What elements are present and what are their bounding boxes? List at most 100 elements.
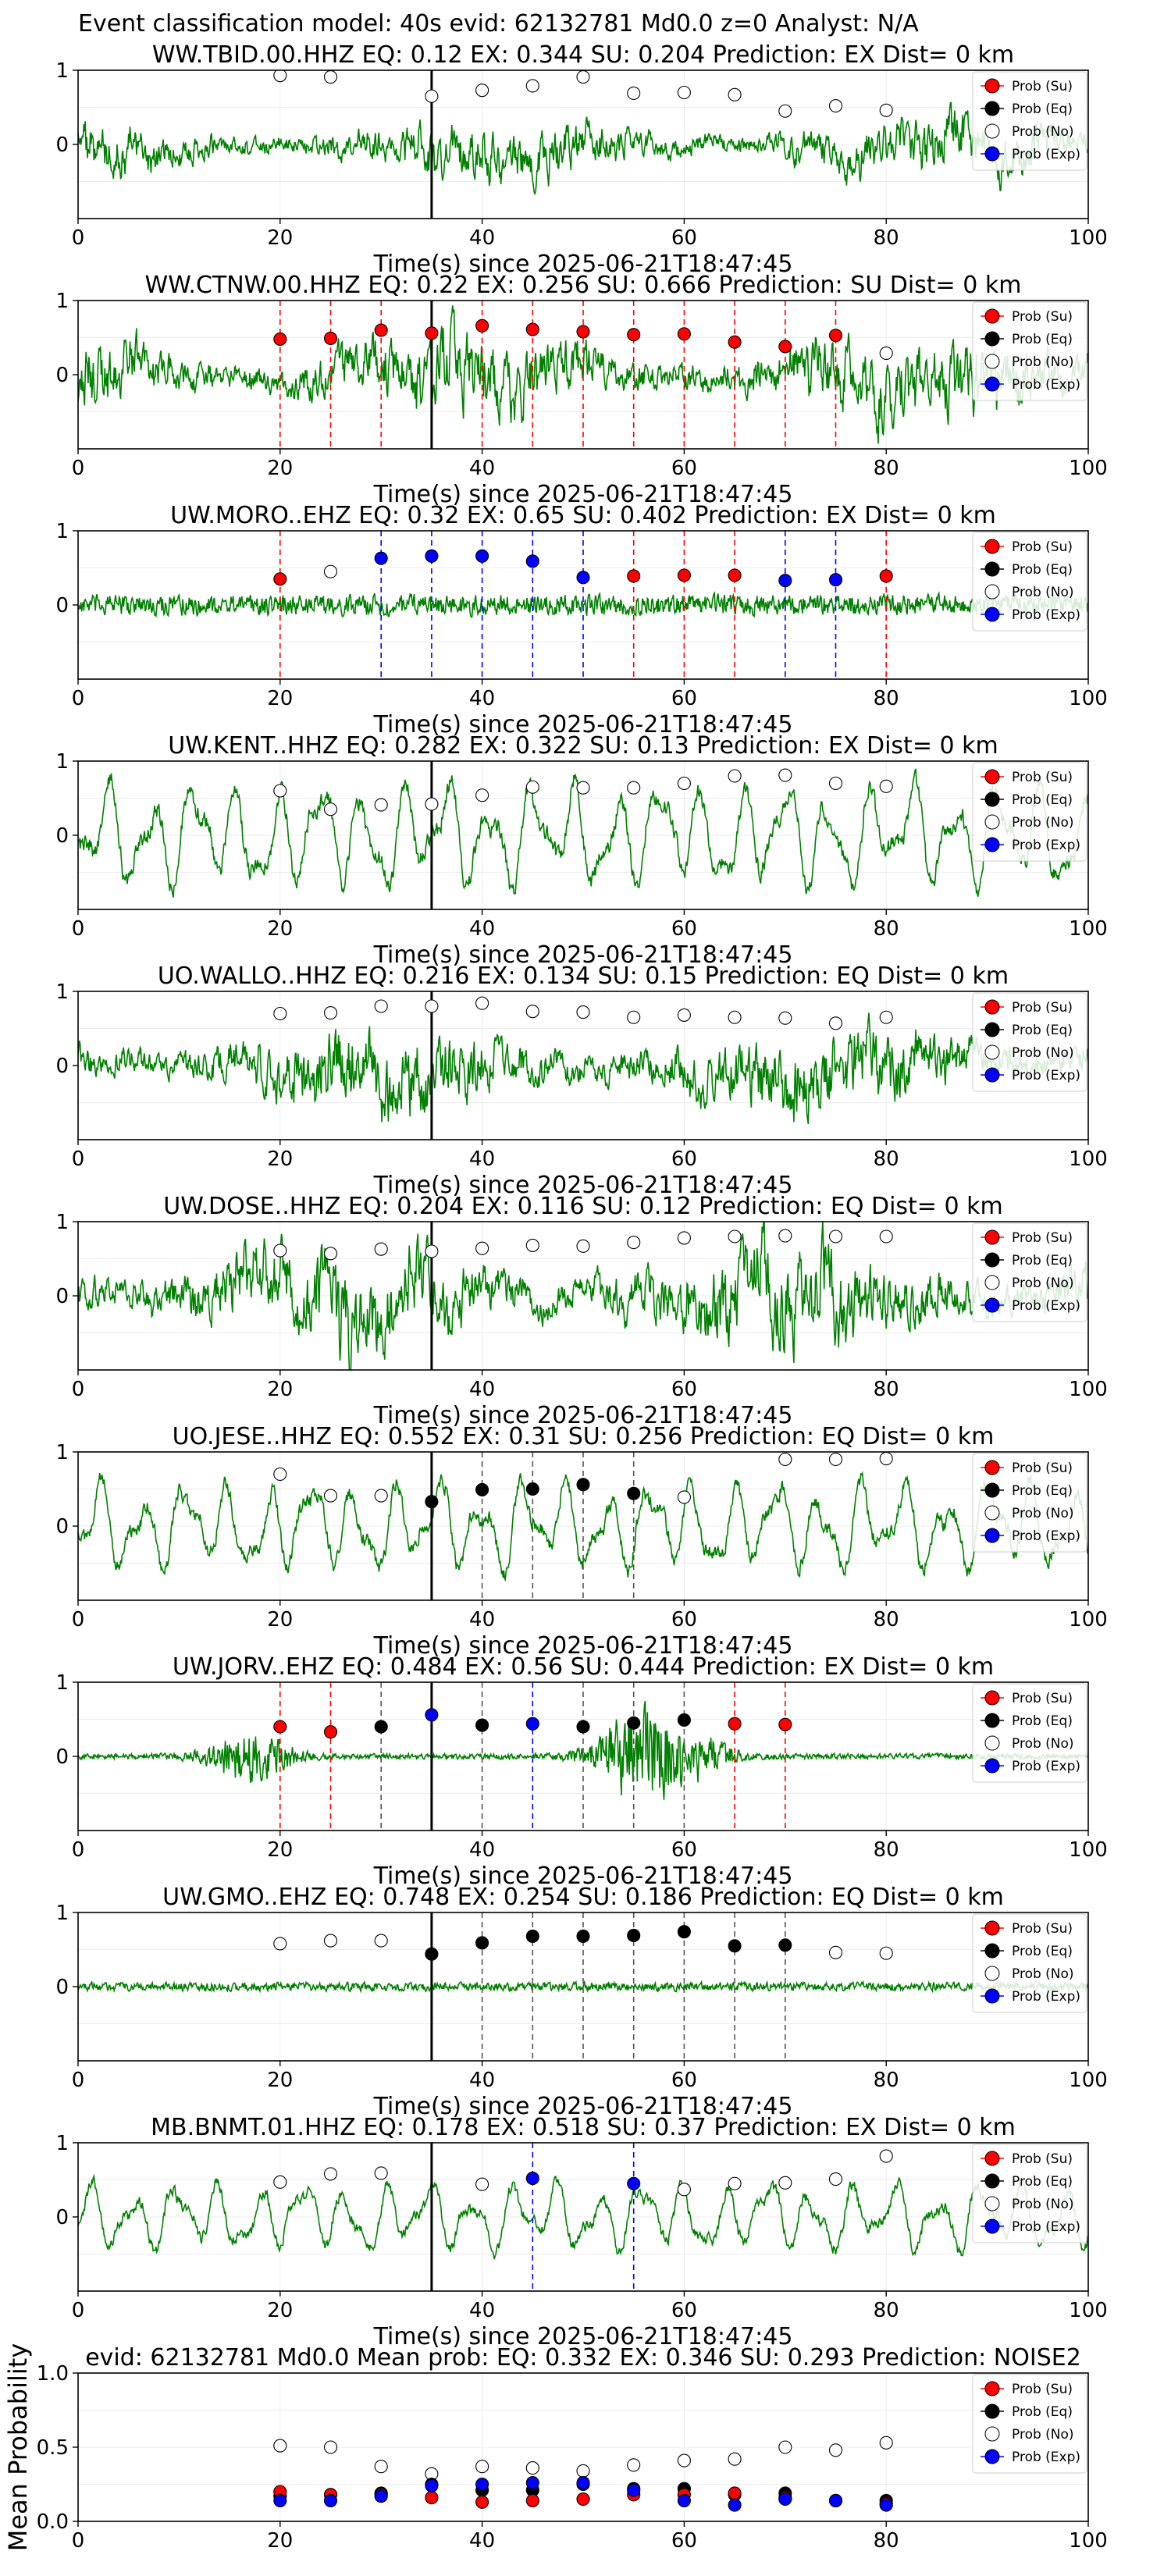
x-tick-label: 20	[267, 1838, 293, 1862]
legend-marker	[984, 146, 1000, 162]
panel-title: UW.MORO..EHZ EQ: 0.32 EX: 0.65 SU: 0.402…	[170, 502, 996, 529]
prob-point-exp	[525, 2172, 539, 2186]
mean-prob-point-no	[525, 2461, 539, 2475]
legend-marker	[984, 2403, 1000, 2419]
legend-marker	[984, 1229, 1000, 1245]
y-tick-label: 0	[55, 594, 69, 617]
mean-prob-point-su	[728, 2486, 742, 2500]
x-axis-label: Time(s) since 2025-06-21T18:47:45	[373, 1632, 793, 1660]
prob-point-no	[728, 1010, 742, 1024]
prob-point-no	[828, 1229, 843, 1244]
legend-label: Prob (Su)	[1012, 1230, 1073, 1246]
mean-prob-point-exp	[677, 2493, 691, 2507]
legend-label: Prob (Su)	[1012, 1461, 1073, 1476]
legend-frame	[972, 1913, 1087, 2013]
prob-point-no	[425, 1244, 439, 1258]
x-tick-label: 40	[469, 226, 495, 250]
prob-point-eq	[425, 1947, 439, 1961]
y-tick-label: 0	[55, 824, 69, 848]
prob-point-no	[828, 1016, 843, 1030]
legend-marker	[984, 1528, 1000, 1543]
mean-prob-point-exp	[576, 2476, 590, 2490]
panel-title: UW.KENT..HHZ EQ: 0.282 EX: 0.322 SU: 0.1…	[168, 732, 998, 760]
prob-point-no	[828, 2172, 843, 2186]
legend-marker	[984, 2218, 1000, 2234]
mean-prob-point-exp	[323, 2493, 338, 2507]
x-tick-label: 40	[469, 1378, 495, 1401]
legend-marker	[984, 2173, 1000, 2189]
legend-marker	[984, 607, 1000, 622]
prob-point-no	[374, 1489, 388, 1503]
legend-label: Prob (Exp)	[1012, 607, 1080, 623]
chart-panel-2: WW.CTNW.00.HHZ EQ: 0.22 EX: 0.256 SU: 0.…	[55, 272, 1107, 508]
prob-point-su	[627, 569, 641, 583]
legend: Prob (Su) Prob (Eq) Prob (No) Prob (Exp)	[972, 992, 1087, 1092]
legend-frame	[972, 1453, 1087, 1553]
legend-marker	[984, 1275, 1000, 1290]
mean-prob-point-exp	[828, 2493, 843, 2507]
prob-point-no	[323, 802, 338, 817]
prob-point-exp	[828, 573, 843, 587]
x-tick-label: 80	[874, 917, 899, 941]
x-axis-label: Time(s) since 2025-06-21T18:47:45	[373, 1863, 793, 1890]
prob-point-su	[778, 1717, 792, 1731]
panel-title: UW.JORV..EHZ EQ: 0.484 EX: 0.56 SU: 0.44…	[173, 1653, 994, 1681]
mean-prob-point-no	[728, 2452, 742, 2466]
x-tick-label: 60	[671, 2529, 697, 2553]
mean-prob-point-no	[828, 2443, 843, 2457]
prob-point-eq	[677, 1925, 691, 1939]
x-tick-label: 100	[1069, 1378, 1108, 1401]
y-tick-label: 1	[55, 1671, 69, 1695]
legend-label: Prob (Exp)	[1012, 1298, 1080, 1314]
waveform-trace	[78, 1980, 1088, 1994]
legend-marker	[984, 331, 1000, 347]
prob-point-eq	[475, 1718, 489, 1732]
prob-point-su	[677, 327, 691, 341]
x-tick-label: 20	[267, 2529, 293, 2553]
legend-marker	[984, 376, 1000, 392]
legend-marker	[984, 1297, 1000, 1313]
waveform-trace	[78, 1012, 1088, 1125]
y-tick-label: 0.5	[37, 2436, 69, 2460]
legend-label: Prob (Exp)	[1012, 1759, 1080, 1774]
prob-point-su	[728, 335, 742, 349]
legend-frame	[972, 2144, 1087, 2243]
x-tick-label: 60	[671, 457, 697, 480]
mean-prob-point-no	[273, 2439, 287, 2453]
legend-label: Prob (Su)	[1012, 79, 1073, 94]
mean-prob-point-su	[576, 2492, 590, 2507]
x-tick-label: 80	[874, 2069, 899, 2092]
prob-point-no	[627, 86, 641, 100]
prob-point-no	[323, 2167, 338, 2181]
prob-point-no	[576, 781, 590, 795]
prob-point-no	[273, 784, 287, 798]
legend-marker	[984, 792, 1000, 807]
prob-point-no	[374, 1242, 388, 1256]
x-tick-label: 0	[72, 2529, 85, 2553]
prob-point-no	[677, 1490, 691, 1504]
legend-label: Prob (No)	[1012, 1276, 1074, 1291]
legend-marker	[984, 1044, 1000, 1060]
prob-point-exp	[525, 1717, 539, 1731]
y-tick-label: 1	[55, 520, 69, 543]
chart-panel-4: UW.KENT..HHZ EQ: 0.282 EX: 0.322 SU: 0.1…	[55, 732, 1107, 969]
legend-label: Prob (No)	[1012, 354, 1074, 370]
x-axis-label: Time(s) since 2025-06-21T18:47:45	[373, 2093, 793, 2120]
x-tick-label: 60	[671, 2299, 697, 2322]
prob-point-no	[273, 1937, 287, 1951]
prob-point-eq	[576, 1478, 590, 1492]
prob-point-no	[475, 84, 489, 98]
mean-prob-point-exp	[879, 2498, 893, 2512]
prob-point-no	[425, 89, 439, 103]
chart-panel-3: UW.MORO..EHZ EQ: 0.32 EX: 0.65 SU: 0.402…	[55, 502, 1107, 738]
prob-point-no	[627, 781, 641, 795]
chart-panel-6: UW.DOSE..HHZ EQ: 0.204 EX: 0.116 SU: 0.1…	[55, 1193, 1107, 1429]
chart-panel-8: UW.JORV..EHZ EQ: 0.484 EX: 0.56 SU: 0.44…	[55, 1653, 1107, 1890]
legend-frame	[972, 2374, 1087, 2474]
y-tick-label: 1	[55, 2132, 69, 2155]
legend-label: Prob (Su)	[1012, 2382, 1073, 2397]
y-tick-label: 0	[55, 1976, 69, 1999]
x-tick-label: 0	[72, 2069, 85, 2092]
x-tick-label: 80	[874, 457, 899, 480]
